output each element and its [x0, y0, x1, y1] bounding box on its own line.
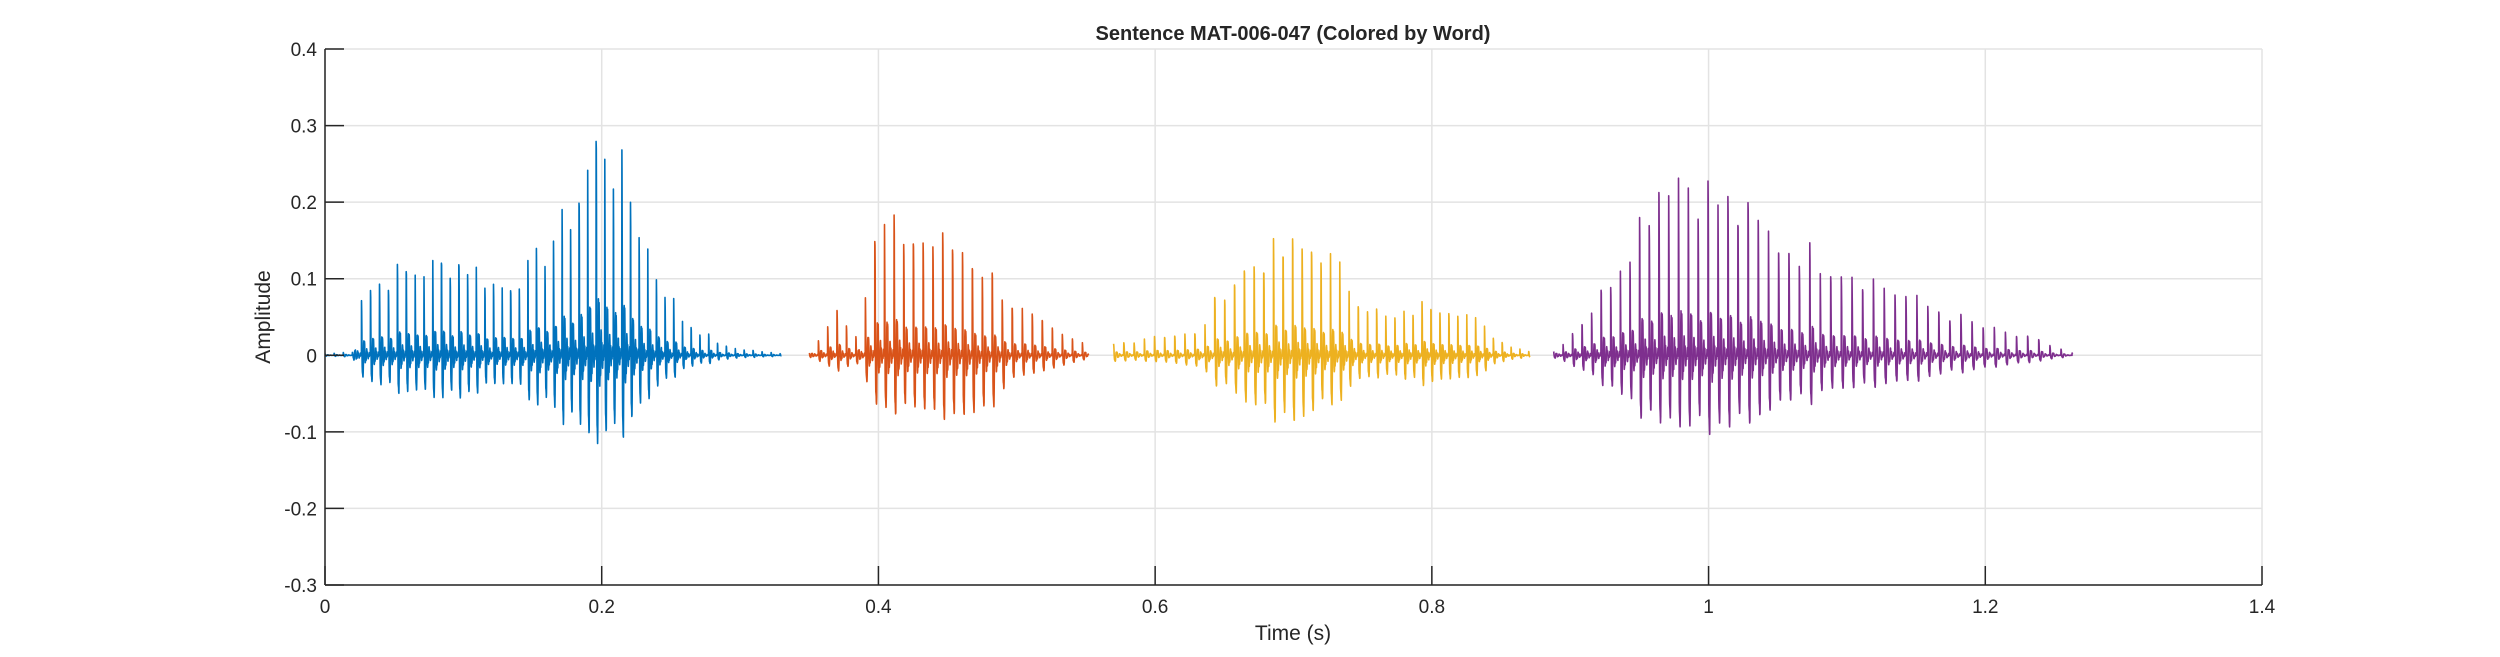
- y-axis-label: Amplitude: [252, 270, 275, 363]
- x-tick-label: 1.2: [1972, 597, 1998, 618]
- x-tick-label: 1.4: [2249, 597, 2276, 618]
- x-tick-label: 0.8: [1419, 597, 1445, 618]
- series-word-1: [324, 140, 783, 445]
- chart-title: Sentence MAT-006-047 (Colored by Word): [1096, 23, 1491, 45]
- y-tick-label: 0.3: [291, 117, 317, 138]
- y-tick-label: 0.4: [291, 40, 318, 61]
- y-tick-label: -0.3: [284, 576, 317, 597]
- x-axis-label: Time (s): [1255, 622, 1331, 645]
- y-tick-label: 0: [306, 346, 317, 367]
- waveform-series: [324, 140, 2074, 445]
- x-tick-label: 0.2: [589, 597, 615, 618]
- x-tick-label: 0: [320, 597, 331, 618]
- series-word-2: [808, 214, 1090, 421]
- x-tick-label: 0.4: [865, 597, 892, 618]
- series-word-4: [1552, 177, 2074, 436]
- axes: 0 0.2 0.4 0.6 0.8 1 1.2 1.4 -0.3 -0.2 -0.1 0 0.1 0.2 0…: [284, 40, 2275, 618]
- y-tick-label: -0.2: [284, 499, 317, 520]
- y-tick-label: 0.1: [291, 270, 317, 291]
- series-word-3: [1112, 237, 1531, 423]
- y-tick-label: -0.1: [284, 423, 317, 444]
- x-tick-label: 0.6: [1142, 597, 1168, 618]
- y-tick-label: 0.2: [291, 193, 317, 214]
- x-tick-label: 1: [1703, 597, 1714, 618]
